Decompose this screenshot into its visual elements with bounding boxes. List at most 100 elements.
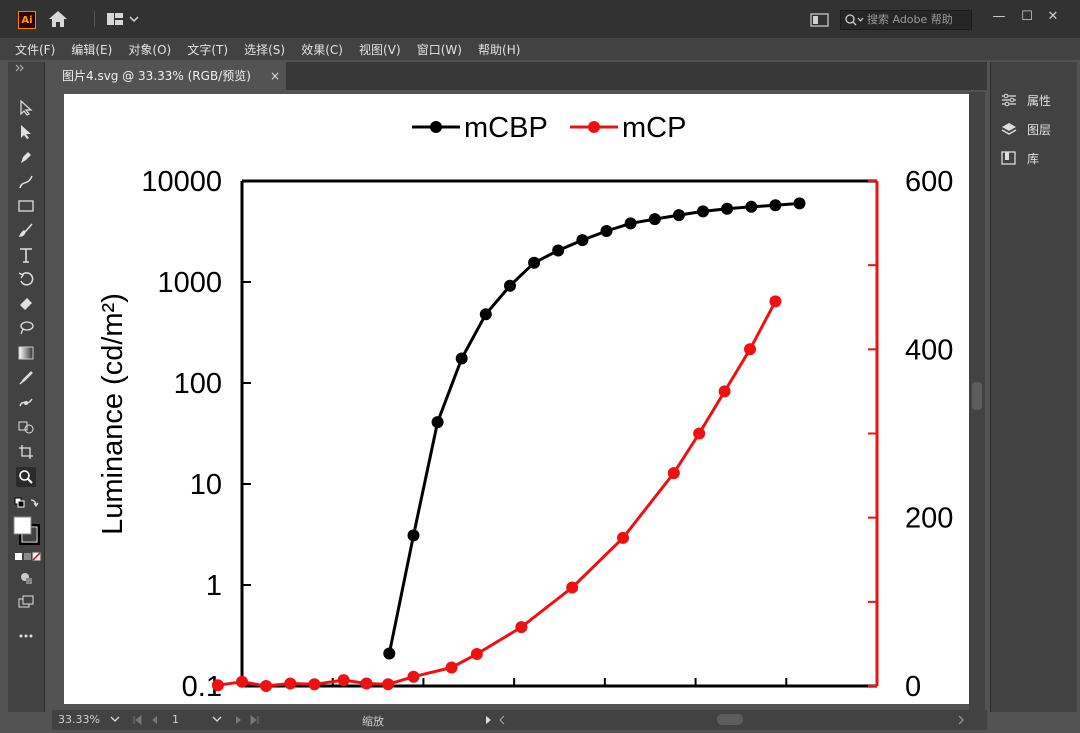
vertical-scrollbar[interactable] <box>969 92 985 710</box>
data-point <box>337 674 350 687</box>
color-mode-icons[interactable] <box>14 552 42 562</box>
fill-stroke-swatch-icon[interactable] <box>13 516 41 546</box>
data-point <box>744 343 756 356</box>
artboard-dropdown-icon[interactable] <box>212 715 222 723</box>
layers-panel-button[interactable]: 图层 <box>1001 119 1051 139</box>
data-point <box>672 209 685 222</box>
artboard-number-input[interactable]: 1 <box>172 713 179 726</box>
close-window-button[interactable]: ✕ <box>1047 9 1059 24</box>
gradient-tool-icon[interactable] <box>16 343 36 363</box>
menu-type[interactable]: 文字(T) <box>187 43 229 57</box>
screen-mode-icon[interactable] <box>16 592 36 612</box>
arrange-documents-icon[interactable] <box>810 12 830 28</box>
menu-object[interactable]: 对象(O) <box>128 43 172 57</box>
layers-label: 图层 <box>1027 122 1052 137</box>
data-point <box>455 352 468 365</box>
help-search-input[interactable]: 搜索 Adobe 帮助 <box>840 10 972 30</box>
data-point <box>528 256 541 269</box>
title-bar: Ai 搜索 Adobe 帮助 — ☐ ✕ <box>0 0 1080 39</box>
maximize-button[interactable]: ☐ <box>1021 9 1033 24</box>
shape-builder-tool-icon[interactable] <box>16 417 36 437</box>
type-tool-icon[interactable] <box>16 245 36 265</box>
collapse-panel-icon[interactable] <box>14 64 26 72</box>
search-icon <box>845 14 864 26</box>
zoom-tool-icon[interactable] <box>16 467 36 487</box>
selection-tool-icon[interactable] <box>16 98 36 118</box>
menu-view[interactable]: 视图(V) <box>359 43 401 57</box>
data-point <box>407 670 420 683</box>
data-point <box>693 427 706 440</box>
scroll-right-icon[interactable] <box>957 715 965 725</box>
properties-label: 属性 <box>1027 93 1052 108</box>
close-document-button[interactable]: × <box>269 69 280 83</box>
data-point <box>793 197 806 210</box>
data-point <box>566 581 579 594</box>
vertical-scroll-thumb[interactable] <box>972 382 982 410</box>
rectangle-tool-icon[interactable] <box>16 196 36 216</box>
data-point <box>624 217 637 230</box>
data-point <box>504 279 516 292</box>
properties-panel-button[interactable]: 属性 <box>1001 90 1051 110</box>
y-left-tick-label: 10 <box>190 469 222 501</box>
y-left-tick-label: 1 <box>206 570 222 602</box>
data-point <box>769 199 782 212</box>
default-swap-colors-icon[interactable] <box>14 497 40 511</box>
data-point <box>360 677 373 690</box>
artboard-tool-icon[interactable] <box>16 442 36 462</box>
rotate-tool-icon[interactable] <box>16 269 36 289</box>
data-point <box>236 675 248 688</box>
legend-marker-0 <box>430 121 442 133</box>
data-point <box>552 244 565 257</box>
more-tools-icon[interactable] <box>16 626 36 646</box>
artboard-next-icons[interactable] <box>234 715 264 725</box>
puppet-warp-tool-icon[interactable] <box>16 392 36 412</box>
data-point <box>718 385 731 398</box>
eraser-tool-icon[interactable] <box>16 294 36 314</box>
legend-marker-1 <box>588 121 600 133</box>
data-point <box>667 467 680 480</box>
data-point <box>769 295 782 308</box>
menu-file[interactable]: 文件(F) <box>15 43 56 57</box>
menu-select[interactable]: 选择(S) <box>244 43 286 57</box>
data-point <box>211 679 224 692</box>
data-point <box>745 200 758 213</box>
pen-tool-icon[interactable] <box>16 147 36 167</box>
home-icon[interactable] <box>48 10 68 28</box>
status-bar: 33.33% 1 缩放 <box>52 710 987 730</box>
data-point <box>515 621 528 634</box>
menu-help[interactable]: 帮助(H) <box>478 43 521 57</box>
workspace-switcher-icon[interactable] <box>106 11 140 27</box>
y-axis-label: Luminance (cd/m²) <box>97 293 129 535</box>
minimize-button[interactable]: — <box>992 9 1006 24</box>
menu-window[interactable]: 窗口(W) <box>416 43 462 57</box>
horizontal-scroll-thumb[interactable] <box>717 714 743 725</box>
artboard-prev-icons[interactable] <box>132 715 168 725</box>
paintbrush-tool-icon[interactable] <box>16 220 36 240</box>
data-point <box>470 648 483 660</box>
lasso-tool-icon[interactable] <box>16 318 36 338</box>
tools-panel <box>8 62 45 712</box>
y-left-tick-label: 100 <box>174 368 222 400</box>
data-point <box>407 529 420 542</box>
series-line-0 <box>387 201 800 654</box>
properties-icon <box>1002 93 1016 107</box>
legend-label-0: mCBP <box>464 112 548 144</box>
legend: mCBP mCP <box>412 112 686 144</box>
data-point <box>697 205 709 218</box>
draw-mode-icon[interactable] <box>16 568 36 588</box>
libraries-panel-button[interactable]: 库 <box>1001 148 1039 168</box>
curvature-tool-icon[interactable] <box>16 172 36 192</box>
menu-edit[interactable]: 编辑(E) <box>71 43 113 57</box>
menu-effect[interactable]: 效果(C) <box>301 43 343 57</box>
eyedropper-tool-icon[interactable] <box>16 368 36 388</box>
status-menu-icon[interactable] <box>484 715 514 725</box>
y-right-tick-label: 200 <box>905 503 953 535</box>
current-tool-label: 缩放 <box>362 715 384 728</box>
document-tab[interactable]: 图片4.svg @ 33.33% (RGB/预览) × <box>52 62 286 90</box>
canvas[interactable]: mCBP mCP 10000 1000 100 10 1 0.1 600 400 200 0 Lum… <box>52 90 987 710</box>
artboard[interactable]: mCBP mCP 10000 1000 100 10 1 0.1 600 400 200 0 Lum… <box>64 94 969 704</box>
direct-selection-tool-icon[interactable] <box>16 122 36 142</box>
zoom-level[interactable]: 33.33% <box>58 713 100 726</box>
zoom-dropdown-icon[interactable] <box>110 715 120 723</box>
